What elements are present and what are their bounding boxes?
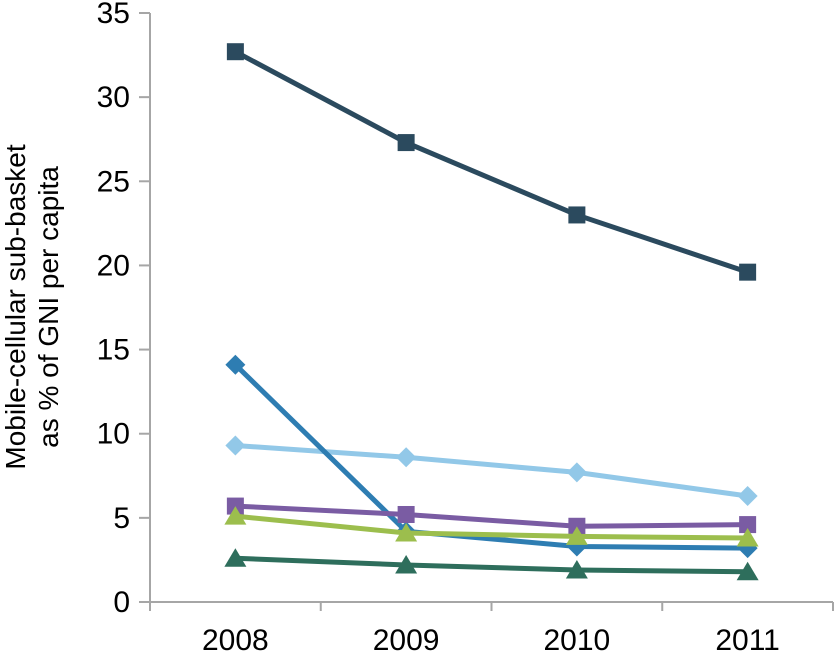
series-line-purple-squares [235, 503, 748, 529]
marker-dark-green-triangles [224, 548, 247, 567]
marker-dark-navy-squares [397, 134, 415, 152]
marker-dark-green-triangles [395, 554, 418, 574]
marker-light-blue-diamonds [566, 462, 587, 483]
marker-dark-navy-squares [739, 263, 757, 281]
series-line-yellow-green-triangles [235, 513, 748, 541]
marker-purple-squares [739, 516, 757, 534]
x-tick-label: 2009 [373, 624, 440, 657]
marker-dark-navy-squares [568, 206, 586, 224]
y-tick-label: 0 [113, 586, 130, 619]
marker-blue-diamonds [225, 354, 246, 375]
x-tick-label: 2010 [544, 624, 611, 657]
marker-purple-squares [397, 505, 415, 523]
marker-light-blue-diamonds [737, 485, 758, 506]
y-axis-title-line2: as % of GNI per capita [33, 166, 64, 448]
y-tick-label: 35 [97, 0, 130, 30]
marker-yellow-green-triangles [736, 528, 759, 547]
y-tick-label: 30 [97, 81, 130, 114]
x-tick-label: 2011 [715, 624, 780, 657]
y-tick-label: 25 [97, 165, 130, 198]
marker-dark-green-triangles [565, 560, 588, 579]
y-axis-title-line1: Mobile-cellular sub-basket [0, 144, 31, 469]
y-tick-label: 10 [97, 418, 130, 451]
marker-light-blue-diamonds [225, 435, 246, 456]
marker-yellow-green-triangles [224, 506, 247, 525]
y-tick-label: 20 [97, 249, 130, 282]
series-line-blue-diamonds [233, 362, 748, 551]
marker-yellow-green-triangles [395, 523, 418, 542]
marker-dark-navy-squares [226, 43, 244, 61]
marker-purple-squares [226, 497, 244, 515]
series-line-light-blue-diamonds [235, 443, 748, 499]
marker-light-blue-diamonds [396, 447, 417, 468]
marker-yellow-green-triangles [565, 526, 588, 545]
series-line-dark-navy-squares [234, 49, 749, 275]
y-tick-label: 5 [113, 502, 130, 535]
y-tick-label: 15 [97, 334, 130, 367]
marker-dark-green-triangles [736, 561, 759, 581]
marker-purple-squares [568, 517, 586, 535]
series-line-dark-green-triangles [235, 555, 748, 575]
x-tick-label: 2008 [202, 624, 269, 657]
